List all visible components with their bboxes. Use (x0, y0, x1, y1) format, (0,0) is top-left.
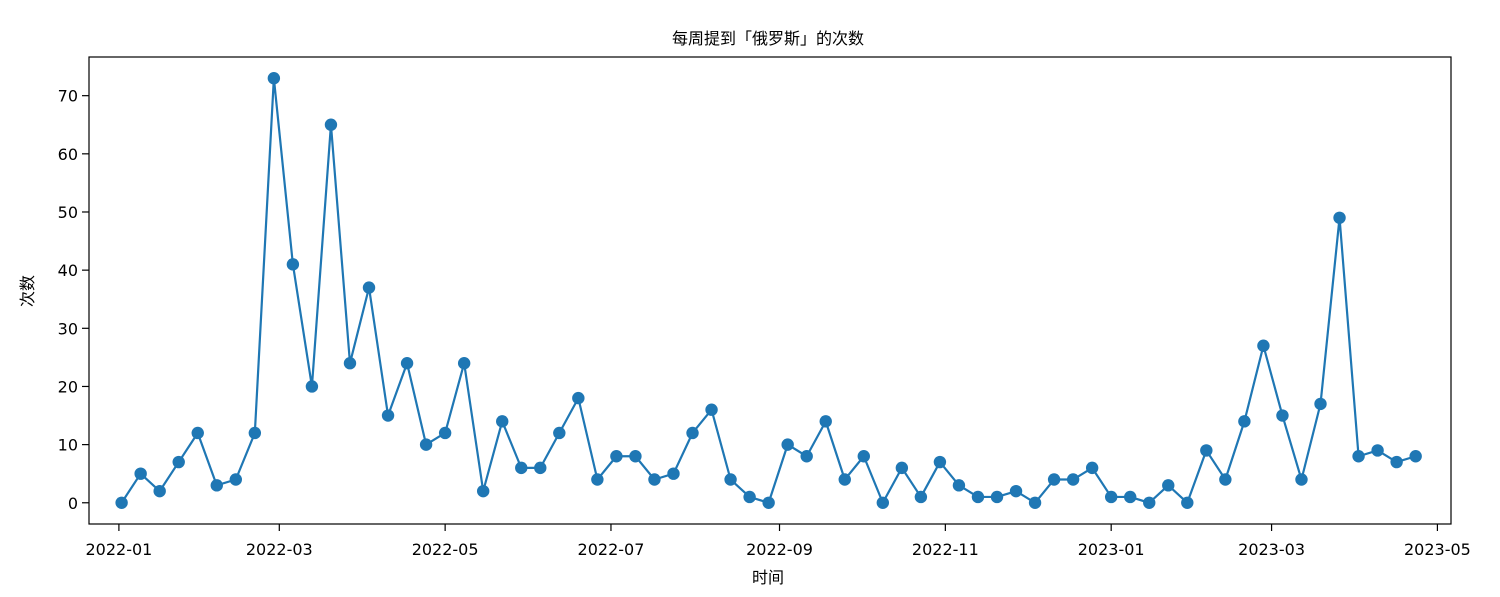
data-point (914, 490, 928, 504)
data-point (648, 473, 661, 486)
data-point (591, 473, 604, 486)
data-point (134, 467, 147, 480)
data-point (438, 426, 452, 440)
data-point (1409, 450, 1422, 463)
data-point (1047, 473, 1061, 486)
data-point (933, 455, 947, 469)
data-point (400, 357, 414, 370)
x-axis-title: 时间 (752, 568, 784, 587)
data-point (895, 461, 909, 475)
data-point (1219, 473, 1232, 486)
x-tick-label: 2022-07 (578, 540, 645, 559)
y-tick-label: 30 (58, 319, 78, 338)
data-point (210, 479, 223, 492)
data-point (305, 380, 319, 393)
data-point (1085, 461, 1099, 475)
data-point (743, 490, 756, 504)
data-point (1066, 473, 1080, 486)
x-tick-label: 2023-05 (1404, 540, 1471, 559)
data-point (1371, 444, 1384, 457)
data-point (686, 426, 699, 440)
data-point (191, 426, 204, 440)
data-point (229, 473, 242, 486)
data-point (1238, 415, 1251, 428)
data-point (324, 118, 338, 131)
data-point (286, 258, 300, 271)
data-point (1333, 211, 1346, 224)
data-point (1162, 479, 1175, 492)
data-point (115, 496, 128, 509)
data-point (724, 473, 737, 486)
x-tick-label: 2022-05 (412, 540, 479, 559)
x-axis-ticks: 2022-01 2022-03 2022-05 2022-07 2022-09 2022-… (85, 524, 1471, 559)
data-point (952, 479, 966, 492)
data-point (705, 403, 718, 416)
data-point (343, 357, 357, 370)
x-tick-label: 2022-09 (746, 540, 813, 559)
data-point (1028, 496, 1042, 509)
data-point (1104, 490, 1118, 504)
data-point (362, 281, 376, 294)
data-point (667, 467, 680, 480)
data-point (476, 484, 490, 498)
y-tick-label: 20 (58, 377, 78, 396)
series-line (120, 77, 1416, 504)
data-point (381, 409, 395, 422)
y-axis-title: 次数 (18, 275, 37, 307)
plot-series (115, 72, 1422, 509)
data-point (800, 450, 813, 463)
x-tick-label: 2022-11 (912, 540, 979, 559)
y-tick-label: 40 (58, 261, 78, 280)
data-point (610, 450, 623, 463)
data-point (1295, 473, 1308, 486)
data-point (153, 484, 166, 498)
data-point (267, 72, 281, 85)
y-tick-label: 70 (58, 87, 78, 106)
data-point (1390, 455, 1403, 469)
chart-title: 每周提到「俄罗斯」的次数 (672, 29, 864, 48)
x-tick-label: 2022-03 (246, 540, 313, 559)
y-tick-label: 10 (58, 436, 78, 455)
x-tick-label: 2023-01 (1078, 540, 1145, 559)
y-axis-ticks: 0 10 20 30 40 50 60 70 (58, 87, 89, 513)
data-point (515, 461, 528, 475)
data-point (572, 391, 585, 405)
data-point (971, 490, 985, 504)
data-point (1352, 450, 1365, 463)
y-tick-label: 50 (58, 203, 78, 222)
plot-area-frame (88, 56, 1452, 525)
data-point (1009, 484, 1023, 498)
x-tick-label: 2023-03 (1238, 540, 1305, 559)
data-point (1276, 409, 1289, 422)
data-point (1200, 444, 1213, 457)
data-point (762, 496, 775, 509)
data-point (534, 461, 547, 475)
y-tick-label: 0 (68, 494, 78, 513)
data-point (496, 415, 509, 428)
data-point (457, 357, 471, 370)
data-point (819, 415, 832, 428)
data-point (781, 438, 794, 451)
data-point (1314, 397, 1327, 411)
data-point (838, 473, 851, 486)
y-tick-label: 60 (58, 145, 78, 164)
data-point (553, 426, 566, 440)
data-point (1143, 496, 1156, 509)
data-point (1124, 490, 1137, 504)
data-point (1257, 339, 1270, 352)
data-point (629, 450, 642, 463)
data-point (419, 438, 433, 451)
data-point (857, 450, 870, 463)
data-point (990, 490, 1004, 504)
data-point (876, 496, 890, 509)
x-tick-label: 2022-01 (85, 540, 152, 559)
data-point (248, 426, 262, 440)
data-point (1181, 496, 1194, 509)
data-point (172, 455, 185, 469)
